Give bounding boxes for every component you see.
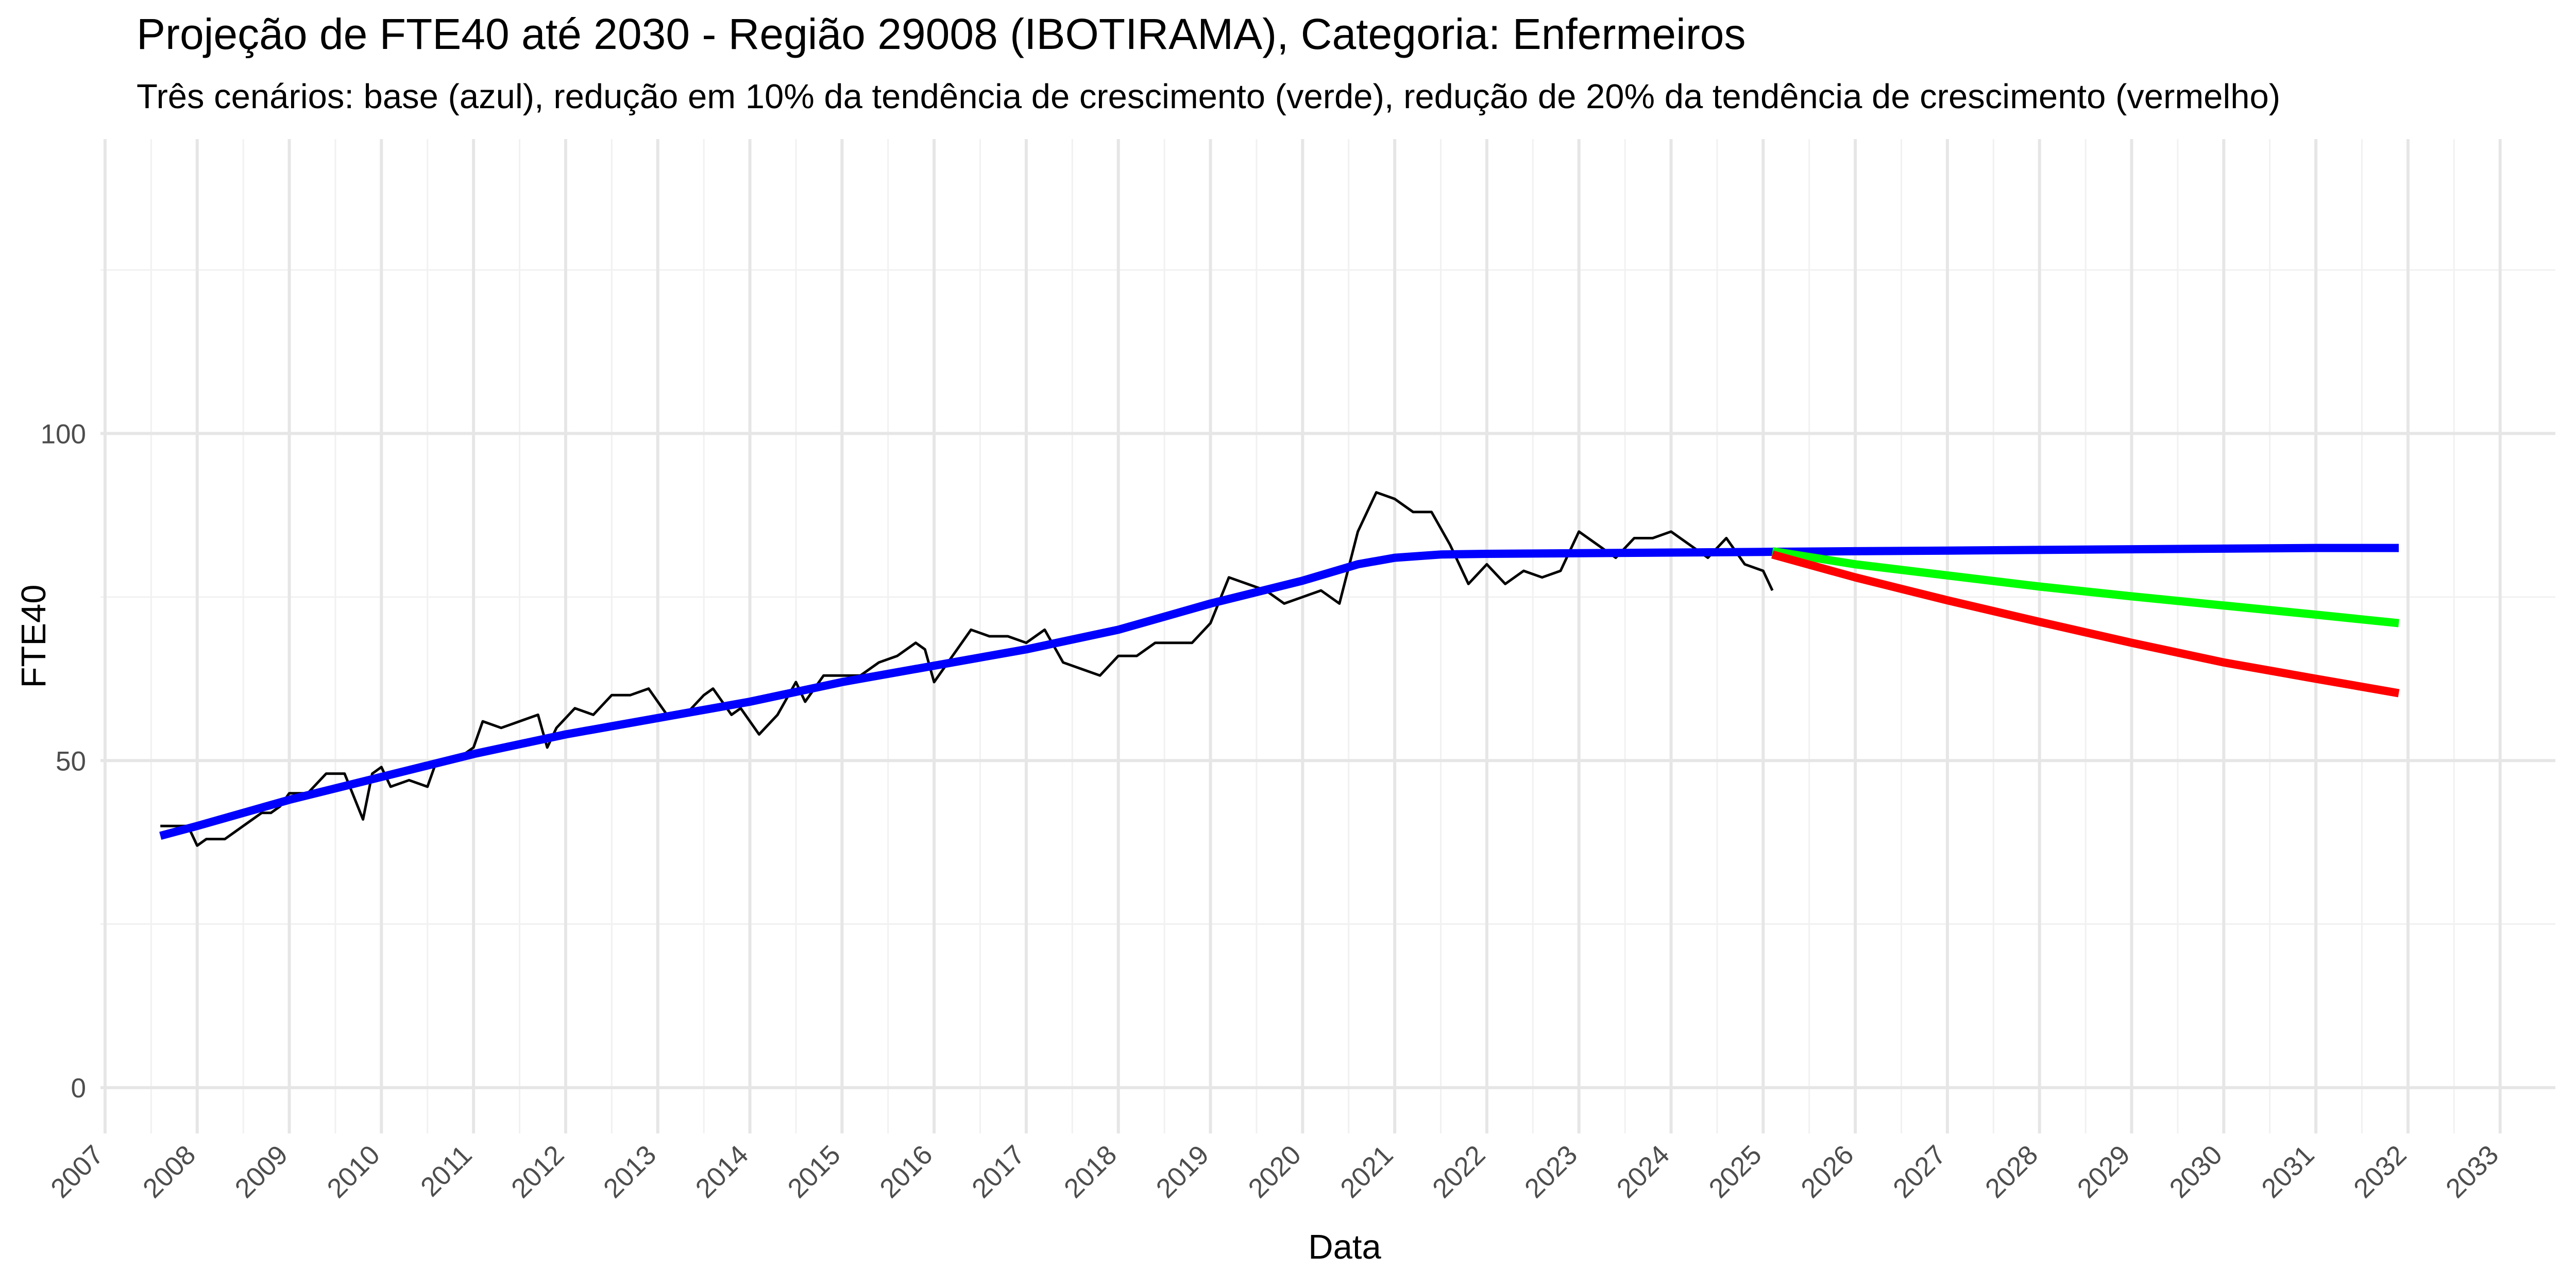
x-tick-label: 2029 [2072, 1140, 2136, 1204]
x-tick-label: 2031 [2256, 1140, 2320, 1204]
x-tick-label: 2025 [1703, 1140, 1768, 1204]
reduction-10-scenario-line [1771, 547, 2399, 628]
x-tick-label: 2010 [321, 1140, 386, 1204]
x-tick-label: 2016 [874, 1140, 939, 1204]
x-tick-label: 2028 [1979, 1140, 2044, 1204]
y-axis: 0 50 100 [41, 419, 86, 1104]
x-tick-label: 2023 [1519, 1140, 1583, 1204]
x-axis: 2007 2008 2009 2010 2011 2012 2013 2014 2015 2016… [45, 1140, 2504, 1204]
x-tick-label: 2007 [45, 1140, 109, 1204]
y-tick-label: 100 [41, 419, 86, 449]
y-axis-title: FTE40 [14, 584, 53, 688]
chart-title: Projeção de FTE40 até 2030 - Região 2900… [137, 10, 1746, 58]
x-tick-label: 2013 [598, 1140, 662, 1204]
x-tick-label: 2014 [690, 1140, 754, 1204]
y-tick-label: 50 [56, 746, 86, 776]
grid [100, 139, 2555, 1133]
reduction-20-scenario-line [1771, 550, 2400, 698]
y-tick-label: 0 [71, 1073, 86, 1104]
x-tick-label: 2022 [1427, 1140, 1491, 1204]
x-tick-label: 2027 [1887, 1140, 1952, 1204]
x-tick-label: 2019 [1150, 1140, 1215, 1204]
x-tick-label: 2024 [1611, 1140, 1675, 1204]
base-scenario-line [159, 544, 2399, 840]
chart-subtitle: Três cenários: base (azul), redução em 1… [137, 77, 2280, 116]
series-layer [159, 491, 2400, 847]
x-tick-label: 2017 [966, 1140, 1030, 1204]
x-axis-title: Data [1308, 1228, 1381, 1266]
x-tick-label: 2011 [415, 1140, 478, 1202]
x-tick-label: 2030 [2164, 1140, 2228, 1204]
x-tick-label: 2020 [1243, 1140, 1307, 1204]
x-tick-label: 2009 [229, 1140, 294, 1204]
x-tick-label: 2018 [1058, 1140, 1123, 1204]
observed-series-line [160, 491, 1774, 847]
x-tick-label: 2026 [1795, 1140, 1860, 1204]
x-tick-label: 2033 [2440, 1140, 2504, 1204]
x-tick-label: 2012 [505, 1140, 570, 1204]
x-tick-label: 2021 [1335, 1140, 1399, 1204]
x-tick-label: 2032 [2348, 1140, 2412, 1204]
x-tick-label: 2015 [782, 1140, 846, 1204]
x-tick-label: 2008 [137, 1140, 201, 1204]
